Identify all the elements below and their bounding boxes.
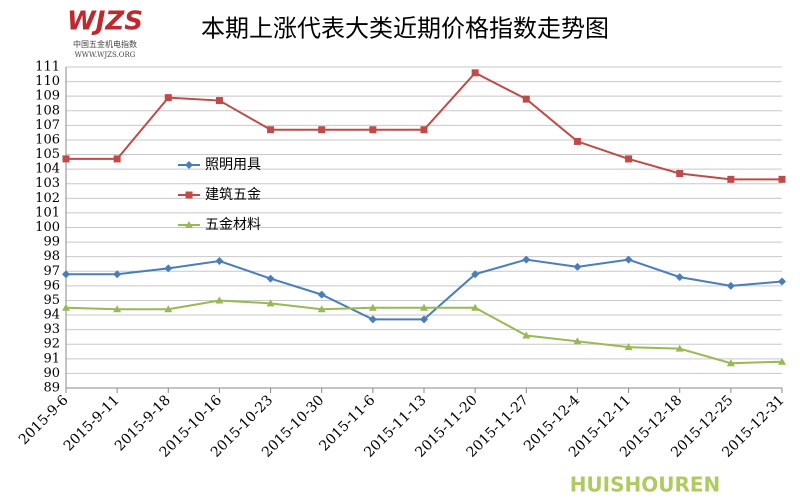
logo-name: 中国五金机电指数 [73,39,137,49]
data-point [726,281,735,290]
logo-url: WWW.WJZS.ORG [75,51,136,59]
chart-title: 本期上涨代表大类近期价格指数走势图 [201,15,609,43]
y-tick-label: 92 [43,337,60,352]
data-point [317,290,326,299]
series-line [66,71,782,181]
data-point [676,170,684,178]
y-tick-label: 111 [35,60,60,75]
data-point [420,126,428,134]
y-tick-label: 101 [35,205,60,220]
data-point [778,277,786,286]
y-tick-label: 90 [43,366,60,381]
data-point [113,305,122,313]
data-point [317,305,326,313]
data-point [318,126,326,134]
data-point [113,270,122,279]
data-point [420,303,428,311]
data-point [522,255,531,264]
data-point [215,257,224,266]
y-tick-label: 95 [43,293,60,308]
data-point [267,126,275,134]
data-point [675,344,684,352]
data-point [471,69,479,77]
y-tick-label: 93 [43,322,60,337]
data-point [420,315,428,324]
data-point [624,343,633,351]
y-tick-label: 107 [35,118,60,133]
data-point [573,337,582,345]
data-point [522,331,531,339]
data-point [368,315,377,324]
data-point [675,273,684,282]
data-point [778,175,786,183]
legend-marker [185,161,193,169]
logo-mark: WJZS [67,7,143,37]
y-tick-label: 98 [43,249,60,264]
data-point [266,274,275,283]
legend-marker [185,221,193,228]
legend-label: 照明用具 [205,157,261,173]
data-point [215,296,224,304]
y-tick-label: 97 [43,264,60,279]
legend-marker [185,191,193,199]
data-point [471,303,480,311]
y-tick-label: 99 [43,235,60,250]
y-tick-label: 108 [35,103,60,118]
data-point [62,303,70,311]
legend-label: 五金材料 [205,217,261,233]
data-point [164,94,172,102]
y-tick-label: 91 [43,351,60,366]
data-point [625,155,633,163]
data-point [522,95,530,103]
data-point [113,155,121,163]
y-tick-label: 100 [35,220,60,235]
data-point [573,262,582,271]
y-tick-label: 109 [35,89,60,104]
legend-label: 建筑五金 [205,187,261,203]
data-point [727,175,735,183]
y-tick-label: 96 [43,278,60,293]
data-point [62,270,70,279]
data-point [215,97,223,105]
data-point [164,305,173,313]
data-point [573,137,581,145]
data-point [368,303,377,311]
y-tick-label: 106 [35,132,60,147]
y-tick-label: 102 [35,191,60,206]
data-point [62,155,70,163]
y-tick-label: 110 [35,74,60,89]
y-tick-label: 89 [43,381,60,396]
data-point [369,126,377,134]
data-point [266,299,275,307]
y-tick-label: 104 [35,162,60,177]
data-point [778,357,786,365]
y-tick-label: 105 [35,147,60,162]
y-tick-label: 94 [43,308,60,323]
data-point [164,264,173,273]
data-point [471,270,480,279]
y-tick-label: 103 [35,176,60,191]
data-point [726,359,735,367]
watermark: HUISHOUREN [570,473,721,497]
data-point [624,255,633,264]
